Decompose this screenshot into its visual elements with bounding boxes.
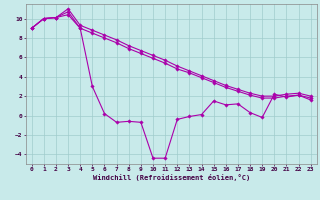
X-axis label: Windchill (Refroidissement éolien,°C): Windchill (Refroidissement éolien,°C) (92, 174, 250, 181)
